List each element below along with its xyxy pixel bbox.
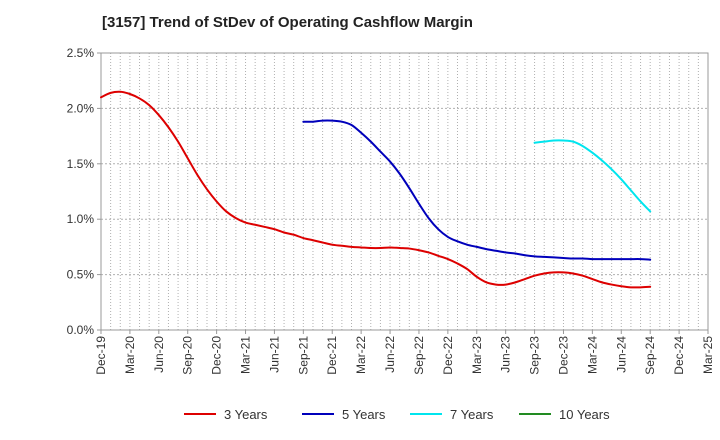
y-axis: 0.0% 0.5% 1.0% 1.5% 2.0% 2.5% [67, 46, 101, 337]
y-tick-label: 1.0% [67, 212, 95, 226]
plot-frame [100, 52, 709, 331]
x-tick-label: Dec-24 [672, 336, 686, 375]
x-tick-label: Mar-24 [585, 336, 599, 374]
x-tick-label: Mar-22 [354, 336, 368, 374]
x-tick-label: Dec-21 [325, 336, 339, 375]
x-tick-label: Sep-20 [181, 336, 195, 375]
x-tick-label: Mar-21 [239, 336, 253, 374]
x-tick-label: Jun-20 [152, 336, 166, 373]
series-line-5-years [302, 119, 652, 261]
series-line-7-years [533, 139, 652, 213]
legend-label-10-years: 10 Years [559, 407, 610, 422]
x-tick-label: Dec-22 [441, 336, 455, 375]
series-layer [100, 90, 652, 289]
legend-label-5-years: 5 Years [342, 407, 386, 422]
legend-label-7-years: 7 Years [450, 407, 494, 422]
y-tick-label: 0.5% [67, 268, 95, 282]
x-tick-label: Sep-23 [528, 336, 542, 375]
x-tick-label: Dec-23 [556, 336, 570, 375]
legend: 3 Years 5 Years 7 Years 10 Years [184, 407, 610, 422]
x-tick-label: Dec-20 [210, 336, 224, 375]
y-tick-label: 2.5% [67, 46, 95, 60]
chart-title: [3157] Trend of StDev of Operating Cashf… [102, 14, 473, 31]
y-tick-label: 0.0% [67, 323, 95, 337]
y-tick-label: 2.0% [67, 101, 95, 115]
x-tick-label: Jun-22 [383, 336, 397, 373]
x-tick-label: Dec-19 [94, 336, 108, 375]
x-axis: Dec-19 Mar-20 Jun-20 Sep-20 Dec-20 Mar-21 Jun-… [94, 330, 715, 375]
x-tick-label: Mar-25 [701, 336, 715, 374]
x-tick-label: Sep-22 [412, 336, 426, 375]
x-tick-label: Jun-21 [267, 336, 281, 373]
x-tick-label: Jun-24 [614, 336, 628, 373]
x-tick-label: Mar-20 [123, 336, 137, 374]
x-tick-label: Mar-23 [470, 336, 484, 374]
grid [101, 53, 708, 330]
legend-label-3-years: 3 Years [224, 407, 268, 422]
x-tick-label: Jun-23 [499, 336, 513, 373]
y-tick-label: 1.5% [67, 157, 95, 171]
series-line-3-years [100, 90, 652, 289]
x-tick-label: Sep-24 [643, 336, 657, 375]
x-tick-label: Sep-21 [296, 336, 310, 375]
